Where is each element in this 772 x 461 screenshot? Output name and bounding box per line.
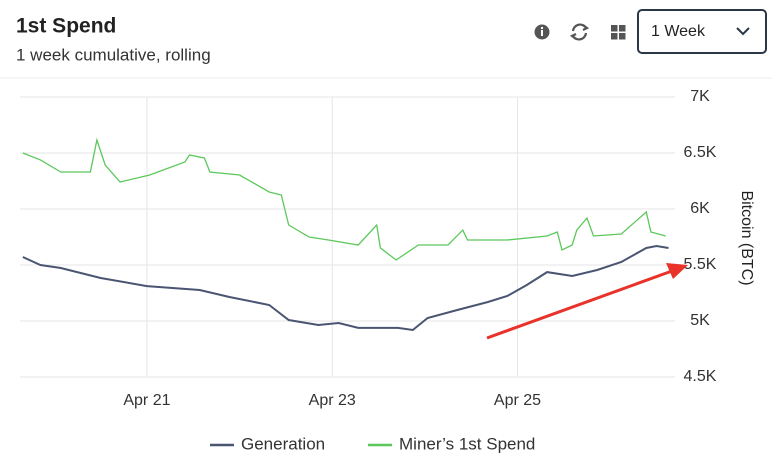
annotation-arrow (486, 263, 688, 340)
legend-label: Miner’s 1st Spend (399, 434, 535, 453)
line-series (22, 244, 669, 332)
line-series (22, 137, 666, 261)
legend-label: Generation (241, 434, 325, 453)
y-tick-label: 4.5K (684, 368, 717, 385)
y-tick-label: 5K (690, 312, 710, 329)
dropdown-label: 1 Week (651, 23, 706, 40)
info-icon[interactable] (534, 24, 550, 40)
chart-subtitle: 1 week cumulative, rolling (16, 45, 211, 64)
y-axis-label: Bitcoin (BTC) (738, 190, 755, 285)
range-dropdown[interactable]: 1 Week (637, 9, 767, 54)
x-tick-label: Apr 21 (123, 392, 170, 409)
x-tick-label: Apr 23 (309, 392, 356, 409)
y-tick-label: 6K (690, 200, 710, 217)
x-tick-label: Apr 25 (494, 392, 541, 409)
y-tick-label: 6.5K (684, 144, 717, 161)
grid-icon[interactable] (611, 25, 626, 40)
y-tick-label: 7K (690, 88, 710, 105)
chart-title: 1st Spend (16, 15, 116, 38)
refresh-icon[interactable] (569, 23, 590, 41)
y-tick-label: 5.5K (684, 256, 717, 273)
